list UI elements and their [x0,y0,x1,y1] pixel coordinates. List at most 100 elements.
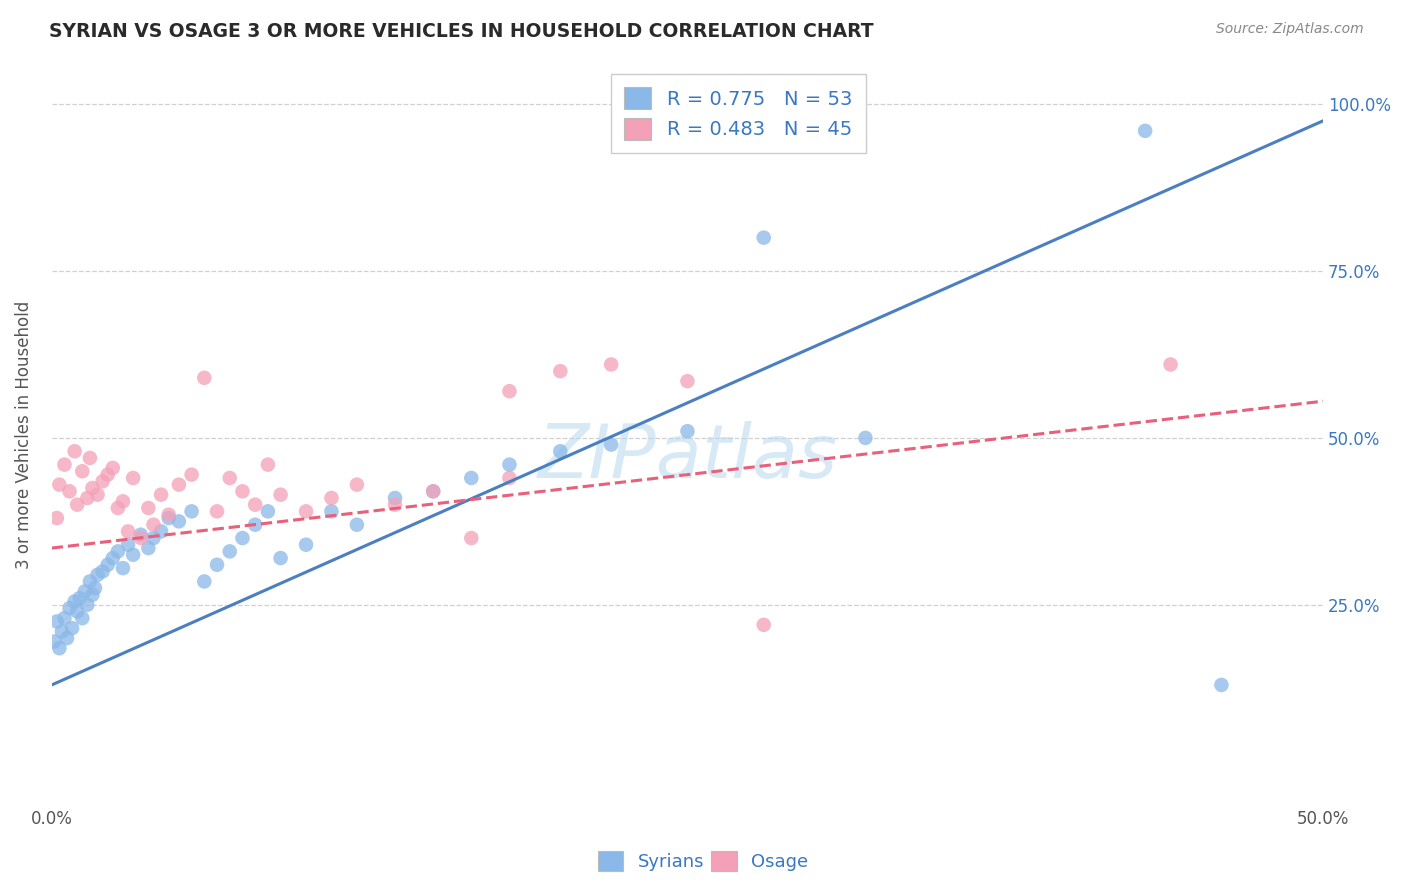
Point [498,384,520,399]
Point [58,601,80,615]
Point [384,498,406,512]
Point [243,498,266,512]
Y-axis label: 3 or more Vehicles in Household: 3 or more Vehicles in Household [15,301,32,569]
Point [129,527,152,541]
Point [97,558,120,572]
Point [676,374,699,388]
Point [107,544,129,558]
Point [1133,124,1156,138]
Point [676,424,699,438]
Point [69,591,91,606]
Point [498,471,520,485]
Legend: Syrians, Osage: Syrians, Osage [591,844,815,879]
Point [107,501,129,516]
Point [63,594,86,608]
Point [270,488,292,502]
Point [752,230,775,244]
Point [321,491,343,505]
Point [45,615,67,629]
Point [498,458,520,472]
Point [86,488,108,502]
Point [84,581,107,595]
Text: SYRIAN VS OSAGE 3 OR MORE VEHICLES IN HOUSEHOLD CORRELATION CHART: SYRIAN VS OSAGE 3 OR MORE VEHICLES IN HO… [49,22,875,41]
Point [600,358,623,372]
Point [1211,678,1233,692]
Point [384,491,406,505]
Point [51,624,73,639]
Point [231,531,253,545]
Point [122,471,145,485]
Point [48,477,70,491]
Point [752,617,775,632]
Point [422,484,444,499]
Text: Source: ZipAtlas.com: Source: ZipAtlas.com [1216,22,1364,37]
Point [138,541,160,555]
Point [66,605,89,619]
Point [66,498,89,512]
Point [82,588,104,602]
Point [122,548,145,562]
Point [295,504,318,518]
Point [138,501,160,516]
Point [550,444,572,458]
Point [150,488,173,502]
Point [150,524,173,539]
Point [53,611,76,625]
Point [63,444,86,458]
Legend: R = 0.775   N = 53, R = 0.483   N = 45: R = 0.775 N = 53, R = 0.483 N = 45 [610,74,866,153]
Point [60,621,83,635]
Point [91,565,114,579]
Point [180,467,202,482]
Point [86,567,108,582]
Point [73,584,96,599]
Point [218,471,240,485]
Point [460,531,482,545]
Point [218,544,240,558]
Point [180,504,202,518]
Point [72,611,94,625]
Point [231,484,253,499]
Point [270,551,292,566]
Point [295,538,318,552]
Point [45,511,67,525]
Point [97,467,120,482]
Point [167,514,190,528]
Point [460,471,482,485]
Point [76,598,98,612]
Point [129,531,152,545]
Point [111,494,134,508]
Point [53,458,76,472]
Point [56,631,79,645]
Point [79,574,101,589]
Point [48,641,70,656]
Point [142,531,165,545]
Point [855,431,877,445]
Point [111,561,134,575]
Point [91,475,114,489]
Point [346,477,368,491]
Point [167,477,190,491]
Point [79,450,101,465]
Point [193,371,215,385]
Point [117,538,139,552]
Point [257,458,280,472]
Text: ZIPatlas: ZIPatlas [537,421,838,492]
Point [1160,358,1182,372]
Point [193,574,215,589]
Point [58,484,80,499]
Point [82,481,104,495]
Point [550,364,572,378]
Point [117,524,139,539]
Point [422,484,444,499]
Point [257,504,280,518]
Point [243,517,266,532]
Point [346,517,368,532]
Point [44,634,66,648]
Point [157,511,180,525]
Point [76,491,98,505]
Point [600,437,623,451]
Point [205,558,228,572]
Point [205,504,228,518]
Point [72,464,94,478]
Point [142,517,165,532]
